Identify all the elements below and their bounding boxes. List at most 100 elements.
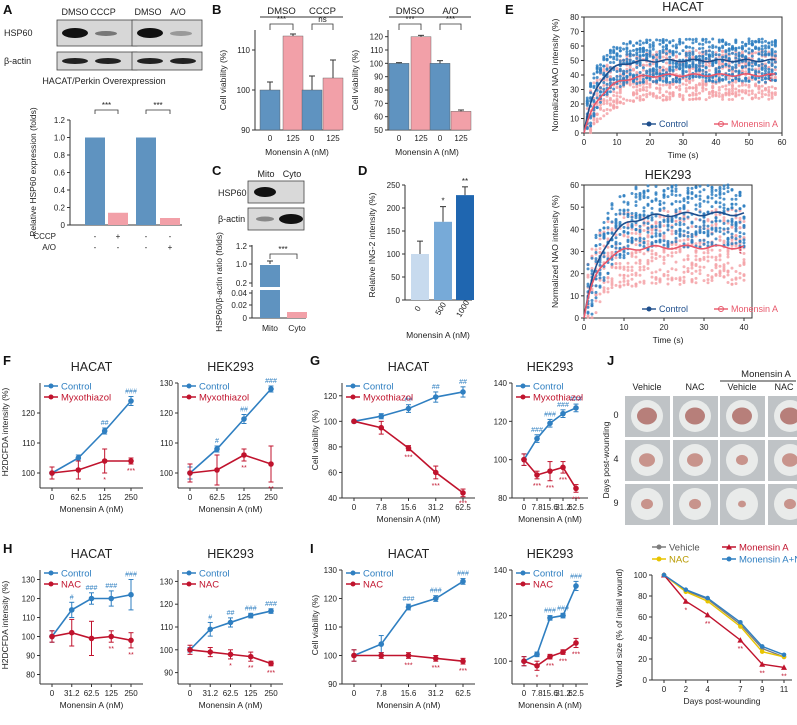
- e2-scatter-point: [718, 253, 722, 257]
- e1-scatter-point: [770, 94, 774, 98]
- e2-scatter-point: [606, 251, 610, 255]
- g1-y-tick-label: 100: [324, 417, 338, 426]
- e1-scatter-point: [717, 92, 721, 96]
- e2-scatter-point: [662, 195, 666, 199]
- e1-y-tick-label: 10: [570, 115, 579, 124]
- e2-scatter-point: [622, 234, 626, 238]
- i1-legend-marker: [350, 581, 356, 587]
- i1-sig: ***: [459, 668, 467, 675]
- e2-scatter-point: [710, 276, 714, 280]
- e1-scatter-point: [661, 65, 665, 69]
- j-column-header: NAC: [685, 382, 705, 392]
- e2-scatter-point: [586, 267, 590, 271]
- e2-scatter-point: [742, 219, 746, 223]
- d-x-tick-label: 500: [434, 300, 449, 317]
- e2-scatter-point: [702, 221, 706, 225]
- i-ylabel: Cell viability (%): [310, 595, 320, 656]
- e2-scatter-point: [626, 223, 630, 227]
- a-bar-rect: [160, 218, 180, 225]
- e1-scatter-point: [731, 78, 734, 82]
- e1-scatter-point: [691, 41, 695, 45]
- e1-scatter-point: [599, 100, 602, 104]
- e2-scatter-point: [682, 258, 686, 262]
- h2-sig: *: [229, 663, 232, 670]
- e1-scatter-point: [585, 103, 589, 107]
- e2-scatter-point: [698, 184, 702, 188]
- e1-scatter-point: [767, 67, 771, 71]
- i1-legend-label: Control: [363, 569, 394, 580]
- e2-scatter-point: [598, 237, 602, 241]
- e2-scatter-point: [674, 236, 678, 240]
- e2-scatter-point: [642, 237, 646, 241]
- a-bar-sign: +: [168, 243, 173, 252]
- h2-title: HEK293: [207, 547, 254, 561]
- e2-scatter-point: [702, 199, 706, 203]
- j-column-header: NAC: [774, 382, 794, 392]
- d-y-tick-label: 100: [387, 250, 401, 259]
- e1-scatter-point: [764, 39, 767, 43]
- e1-scatter-point: [599, 90, 602, 94]
- e2-scatter-point: [714, 216, 718, 220]
- f2-y-tick-label: 100: [160, 469, 174, 478]
- e2-scatter-point: [650, 275, 654, 279]
- e1-scatter-point: [724, 92, 728, 96]
- b2-y-tick-label: 60: [374, 113, 383, 122]
- e1-scatter-point: [645, 57, 649, 61]
- e1-scatter-point: [605, 63, 609, 67]
- e1-scatter-point: [641, 53, 645, 57]
- e1-scatter-point: [602, 81, 606, 85]
- e2-scatter-point: [722, 275, 726, 279]
- e1-scatter-point: [668, 63, 672, 67]
- h2-y-tick-label: 100: [160, 646, 174, 655]
- e2-scatter-point: [678, 228, 682, 232]
- e2-scatter-point: [602, 244, 606, 248]
- blot-a-band: [137, 58, 163, 64]
- a-bar-sign: -: [94, 232, 97, 241]
- e1-scatter-point: [770, 62, 774, 66]
- j-line-sig: **: [781, 673, 787, 680]
- e2-xlabel: Time (s): [653, 335, 684, 345]
- e1-scatter-point: [599, 69, 602, 73]
- e1-scatter-point: [757, 91, 761, 95]
- e2-legend-label: Monensin A: [731, 304, 778, 314]
- e2-scatter-point: [706, 255, 710, 259]
- i1-x-tick-label: 0: [352, 689, 357, 698]
- j-line-marker: [683, 587, 689, 592]
- j-wound: [639, 453, 655, 467]
- e2-scatter-point: [690, 240, 694, 244]
- e1-scatter-point: [638, 39, 642, 43]
- e2-scatter-point: [698, 231, 702, 235]
- j-line-marker: [682, 598, 689, 604]
- h1-sig: ###: [105, 583, 117, 590]
- i2-legend-marker: [520, 581, 526, 587]
- e2-scatter-point: [726, 252, 730, 256]
- e1-scatter-point: [760, 95, 764, 99]
- e1-scatter-point: [764, 46, 767, 50]
- h2-data-point: [207, 649, 214, 655]
- e1-scatter-point: [721, 95, 725, 99]
- e2-scatter-point: [642, 196, 646, 200]
- e2-scatter-point: [594, 290, 598, 294]
- h2-sig: ***: [267, 670, 275, 677]
- b1-group-header: DMSO: [267, 6, 296, 17]
- e1-scatter-point: [632, 74, 635, 78]
- e1-scatter-point: [760, 50, 764, 54]
- e2-scatter-point: [642, 279, 646, 283]
- j-line-sig: **: [759, 670, 765, 677]
- e1-scatter-point: [618, 75, 622, 79]
- h2-xlabel: Monensin A (nM): [199, 700, 263, 710]
- e1-scatter-point: [711, 79, 715, 83]
- e2-scatter-point: [626, 215, 630, 219]
- e1-scatter-point: [665, 71, 668, 75]
- e1-scatter-point: [635, 81, 639, 85]
- e1-scatter-point: [638, 71, 642, 75]
- e1-scatter-point: [694, 63, 698, 67]
- b1-x-tick-label: 125: [326, 134, 340, 143]
- e1-scatter-point: [727, 92, 731, 96]
- e2-scatter-point: [730, 282, 734, 286]
- e2-scatter-point: [706, 210, 710, 214]
- h1-data-point: [108, 595, 115, 602]
- e1-scatter-point: [681, 94, 685, 98]
- b2-sig: ***: [446, 15, 455, 24]
- e2-scatter-point: [702, 251, 706, 255]
